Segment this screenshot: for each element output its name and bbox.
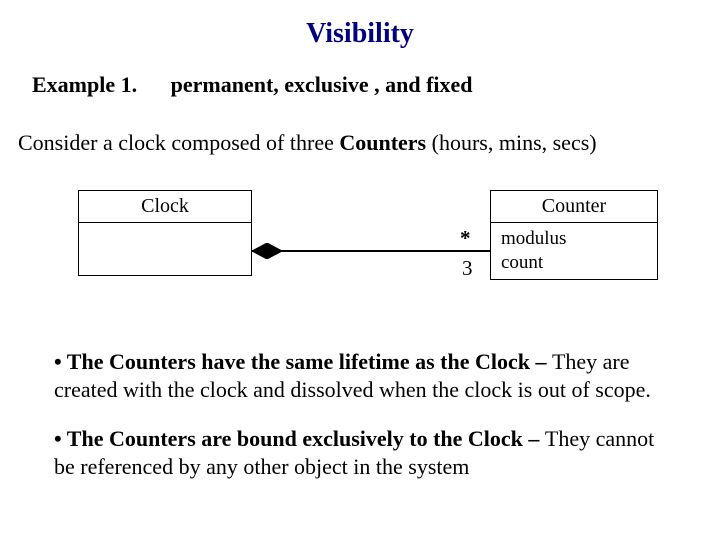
uml-class-counter-body: modulus count [491,223,657,279]
consider-line: Consider a clock composed of three Count… [18,130,597,156]
uml-class-counter-name: Counter [491,191,657,223]
page-title: Visibility [0,0,720,50]
uml-attr-count: count [501,251,647,275]
uml-attr-modulus: modulus [501,227,647,251]
uml-diagram: Clock Counter modulus count * 3 [0,190,720,330]
uml-association-line [252,250,490,252]
bullet-item: • The Counters have the same lifetime as… [54,348,674,403]
uml-class-counter: Counter modulus count [490,190,658,280]
uml-class-clock: Clock [78,190,252,276]
example-line: Example 1. permanent, exclusive , and fi… [32,72,473,98]
example-label: Example 1. [32,72,137,97]
example-text: permanent, exclusive , and fixed [171,72,473,97]
uml-class-clock-body [79,223,251,275]
consider-suffix: (hours, mins, secs) [426,130,596,155]
uml-class-clock-name: Clock [79,191,251,223]
bullet-item: • The Counters are bound exclusively to … [54,425,674,480]
bullet-list: • The Counters have the same lifetime as… [54,348,674,502]
consider-bold: Counters [339,130,426,155]
consider-prefix: Consider a clock composed of three [18,130,339,155]
multiplicity-star: * [460,226,471,251]
composition-diamond-icon [252,243,282,259]
bullet-lead: • The Counters are bound exclusively to … [54,426,545,451]
bullet-lead: • The Counters have the same lifetime as… [54,349,552,374]
multiplicity-three: 3 [462,256,473,281]
